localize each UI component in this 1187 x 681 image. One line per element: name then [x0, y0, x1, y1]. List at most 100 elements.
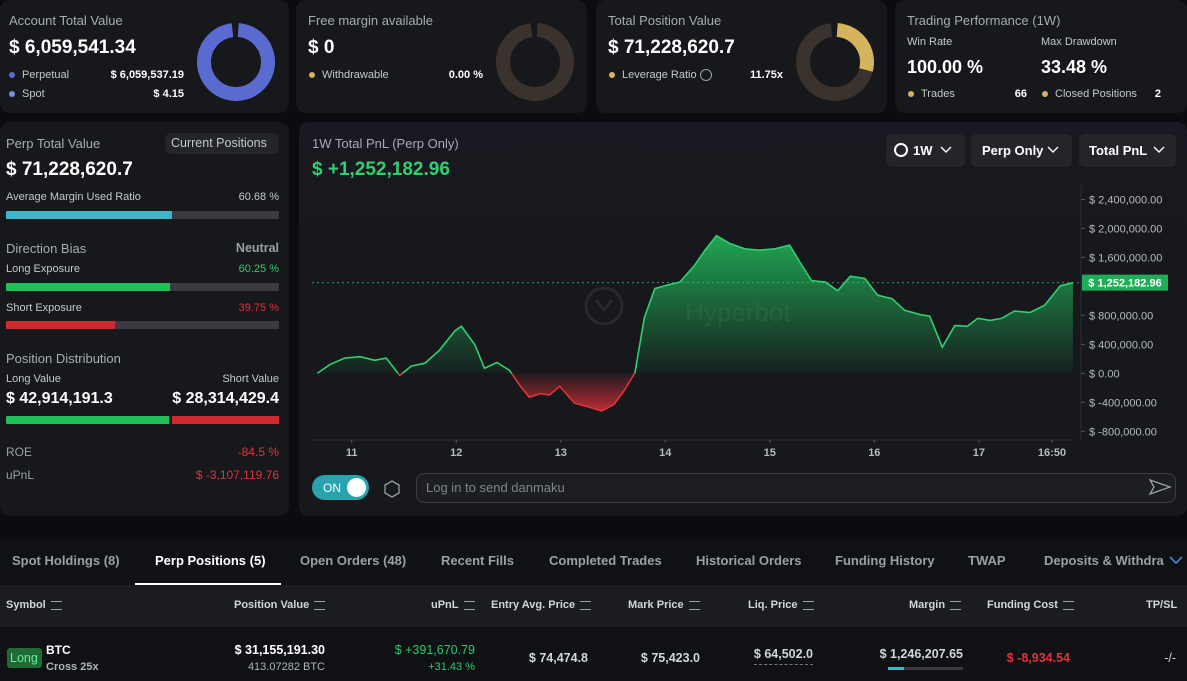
tab[interactable]: TWAP — [968, 553, 1006, 568]
column-header[interactable]: Margin — [909, 599, 946, 611]
bias: Neutral — [235, 241, 279, 255]
sort-icon[interactable] — [1062, 601, 1074, 610]
tab[interactable]: Completed Trades — [549, 553, 662, 568]
dropdown-label[interactable]: 1W — [913, 143, 933, 158]
tab[interactable]: Historical Orders — [696, 553, 802, 568]
row-value: 60.68 % — [238, 191, 279, 203]
area-negative — [398, 373, 635, 412]
chevron[interactable] — [1169, 556, 1183, 565]
mark-price: $ 75,423.0 — [640, 651, 700, 665]
x-tick-label: 16:50 — [1038, 447, 1066, 459]
perp-value: $ 71,228,620.7 — [6, 159, 133, 180]
danmaku-input[interactable] — [416, 473, 1176, 503]
legend-dot — [9, 72, 15, 78]
long-bar — [6, 283, 279, 291]
clock-icon — [894, 143, 908, 157]
column-header[interactable]: uPnL — [431, 599, 459, 611]
column-header[interactable]: Position Value — [234, 599, 310, 611]
send-icon[interactable] — [1148, 478, 1172, 496]
sort-icon[interactable] — [50, 601, 62, 610]
entry-price: $ 74,474.8 — [528, 651, 588, 665]
card-title: Trading Performance (1W) — [907, 13, 1061, 28]
tab[interactable]: Perp Positions (5) — [155, 553, 266, 568]
tab[interactable]: Deposits & Withdra — [1044, 553, 1164, 568]
section-title: Direction Bias — [6, 241, 87, 256]
card-value: $ 71,228,620.7 — [608, 37, 735, 58]
stat-value: 33.48 % — [1041, 57, 1108, 77]
input-placeholder[interactable]: Log in to send danmaku — [426, 480, 565, 495]
y-tick-label: $ 400,000.00 — [1089, 339, 1153, 351]
upnl-pct: +31.43 % — [428, 661, 475, 673]
row-label: Long Exposure — [6, 263, 80, 275]
current-badge — [1082, 274, 1168, 291]
sort-icon[interactable] — [802, 601, 814, 610]
sort-icon[interactable] — [950, 601, 962, 610]
card-title: Total Position Value — [608, 13, 722, 28]
donuts — [197, 23, 874, 101]
side-badge — [7, 648, 42, 668]
x-tick-label: 16 — [868, 447, 880, 459]
short-fill — [6, 321, 115, 329]
margin-mode: Cross 25x — [46, 661, 99, 673]
x-tick-label: 13 — [555, 447, 567, 459]
short-value: $ 28,314,429.4 — [172, 390, 279, 407]
row-value: 0.00 % — [448, 69, 483, 81]
row-value: $ 4.15 — [153, 88, 184, 100]
tab[interactable]: Open Orders (48) — [300, 553, 407, 568]
settings-icon[interactable] — [384, 480, 400, 498]
card-value: $ 0 — [308, 37, 335, 58]
long-share — [6, 416, 169, 424]
help-icon[interactable] — [700, 69, 712, 81]
legend-dot — [9, 91, 15, 97]
dropdown-label[interactable]: Total PnL — [1089, 143, 1148, 158]
tab[interactable]: Recent Fills — [441, 553, 514, 568]
column-header[interactable]: Liq. Price — [748, 599, 798, 611]
current-label: $ 1,252,182.96 — [1088, 278, 1161, 290]
sort-icon[interactable] — [688, 601, 700, 610]
panel-label: Perp Total Value — [6, 136, 101, 151]
x-tick-label: 14 — [659, 447, 672, 459]
watermark-logo — [584, 286, 624, 326]
x-tick-label: 12 — [450, 447, 462, 459]
legend-dot — [1042, 91, 1048, 97]
card-value: $ 6,059,541.34 — [9, 37, 136, 58]
toggle-knob — [347, 478, 366, 497]
column-header[interactable]: Mark Price — [628, 599, 684, 611]
upnl: $ +391,670.79 — [394, 643, 475, 657]
table-header — [0, 585, 1187, 627]
sort-icon[interactable] — [463, 601, 475, 610]
short-bar — [6, 321, 279, 329]
margin-gauge — [888, 667, 963, 670]
line-positive — [316, 234, 1074, 374]
row-label: Long Value — [6, 373, 61, 385]
row-value: 2 — [1154, 88, 1161, 100]
toggle-label[interactable]: ON — [323, 481, 341, 495]
row-value: $ -3,107,119.76 — [195, 468, 279, 482]
legend-dot — [908, 91, 914, 97]
symbol[interactable]: BTC — [46, 643, 71, 657]
y-tick-label: $ -400,000.00 — [1089, 397, 1157, 409]
long-fill — [6, 283, 171, 291]
column-header[interactable]: Funding Cost — [987, 599, 1058, 611]
card-title: Free margin available — [308, 13, 434, 28]
row-label: Average Margin Used Ratio — [6, 191, 141, 203]
sort-icon[interactable] — [314, 601, 326, 610]
column-header[interactable]: TP/SL — [1146, 599, 1178, 611]
row-label: ROE — [6, 445, 33, 459]
row-value: 66 — [1014, 88, 1027, 100]
column-header[interactable]: Entry Avg. Price — [491, 599, 576, 611]
column-header[interactable]: Symbol — [6, 599, 46, 611]
sort-icon[interactable] — [580, 601, 592, 610]
legend-dot — [309, 72, 315, 78]
tab[interactable]: Funding History — [835, 553, 935, 568]
positions-button[interactable] — [165, 133, 279, 154]
stat-label: Win Rate — [907, 36, 953, 48]
button-label[interactable]: Current Positions — [171, 136, 267, 150]
more-tabs[interactable] — [1168, 555, 1184, 565]
funding-cost: $ -8,934.54 — [1006, 651, 1070, 665]
tab[interactable]: Spot Holdings (8) — [12, 553, 120, 568]
row-value: 39.75 % — [238, 302, 279, 314]
row-label: Short Exposure — [6, 302, 82, 314]
dropdown-label[interactable]: Perp Only — [982, 143, 1044, 158]
